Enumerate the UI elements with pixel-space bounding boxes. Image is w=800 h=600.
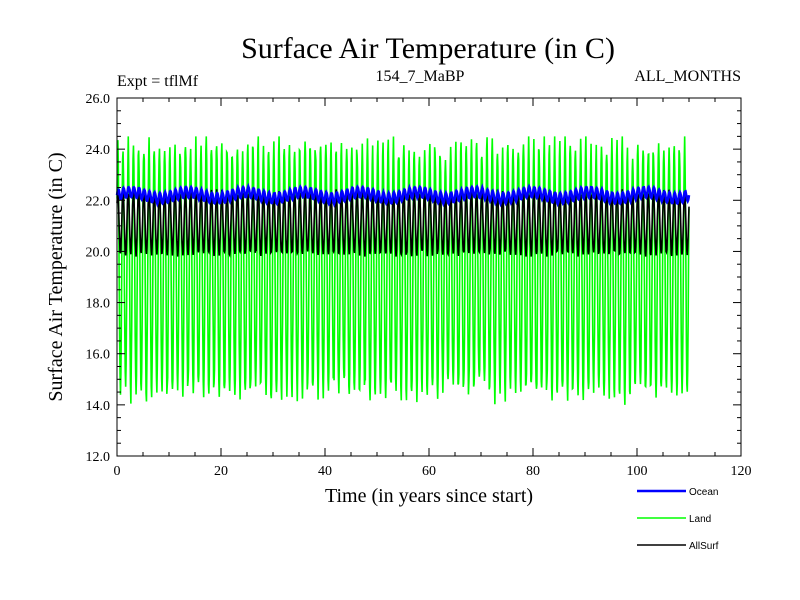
y-tick-label: 20.0 [86, 245, 111, 260]
y-axis-label: Surface Air Temperature (in C) [45, 152, 67, 401]
x-tick-label: 120 [731, 464, 752, 479]
axis-ticks: 0 20 40 60 80 100 120 12.0 14.0 16.0 18.0 20.0 22.0 2… [86, 92, 752, 479]
months-label: ALL_MONTHS [634, 68, 741, 85]
expt-label: Expt = tflMf [117, 73, 199, 90]
chart-title: Surface Air Temperature (in C) [241, 32, 615, 65]
x-axis-label: Time (in years since start) [325, 485, 533, 507]
y-tick-label: 26.0 [86, 92, 111, 107]
legend-label-land: Land [689, 514, 711, 525]
legend-label-ocean: Ocean [689, 487, 718, 498]
x-tick-label: 40 [318, 464, 332, 479]
legend: Ocean Land AllSurf [637, 487, 719, 552]
y-tick-label: 18.0 [86, 297, 111, 312]
series-line-land [116, 136, 690, 405]
x-tick-label: 60 [422, 464, 436, 479]
legend-label-allsurf: AllSurf [689, 541, 719, 552]
y-tick-label: 24.0 [86, 143, 111, 158]
x-tick-label: 20 [214, 464, 228, 479]
y-tick-label: 14.0 [86, 399, 111, 414]
series-line-allsurf [116, 188, 690, 258]
plot-area [115, 136, 691, 405]
x-tick-label: 100 [627, 464, 648, 479]
series-line-ocean [115, 182, 691, 208]
y-tick-label: 22.0 [86, 194, 111, 209]
period-label: 154_7_MaBP [376, 68, 465, 85]
x-tick-label: 0 [114, 464, 121, 479]
y-tick-label: 16.0 [86, 348, 111, 363]
x-tick-label: 80 [526, 464, 540, 479]
y-tick-label: 12.0 [86, 450, 111, 465]
